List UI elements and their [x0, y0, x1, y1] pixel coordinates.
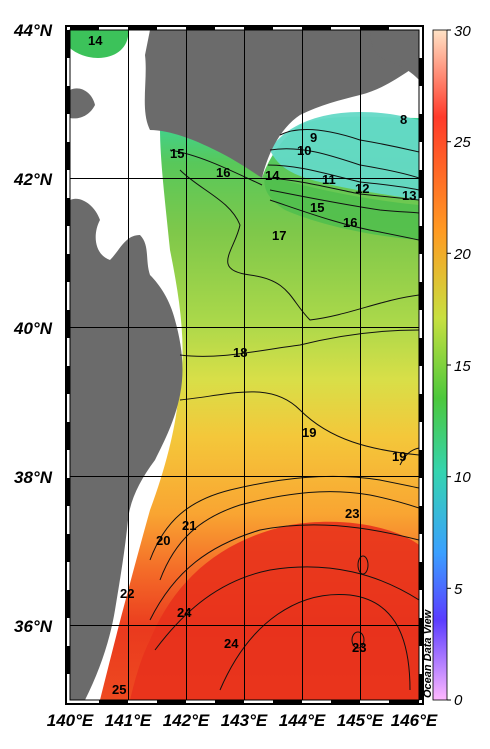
lat-label-40n: 40°N — [13, 319, 53, 338]
longitude-labels: 140°E 141°E 142°E 143°E 144°E 145°E 146°… — [47, 711, 438, 730]
latitude-labels: 44°N 42°N 40°N 38°N 36°N — [13, 21, 53, 636]
contour-label: 14 — [265, 168, 280, 183]
lat-label-36n: 36°N — [14, 617, 53, 636]
contour-label: 23 — [352, 640, 366, 655]
contour-label: 8 — [400, 112, 407, 127]
contour-label: 12 — [355, 181, 369, 196]
colorbar-tick-label: 5 — [454, 581, 463, 598]
kuril-landmass — [370, 30, 419, 80]
colorbar-tick-label: 15 — [454, 358, 471, 375]
contour-label: 21 — [182, 518, 196, 533]
nw-green-patch — [70, 30, 129, 58]
lon-label-142e: 142°E — [163, 711, 210, 730]
contour-label: 24 — [177, 605, 192, 620]
land — [70, 30, 419, 700]
hokkaido-landmass — [144, 30, 410, 178]
contour-label: 20 — [156, 533, 170, 548]
contour-label: 18 — [233, 345, 247, 360]
honshu-landmass — [70, 198, 183, 700]
contour-label: 19 — [392, 449, 406, 464]
contour-label: 13 — [402, 188, 416, 203]
lon-label-140e: 140°E — [47, 711, 94, 730]
contour-label-group: 14 15 16 14 9 10 11 12 13 8 15 16 17 18 … — [88, 33, 416, 697]
ocean-data-view-watermark: Ocean Data View — [422, 608, 434, 698]
lon-label-146e: 146°E — [391, 711, 438, 730]
contour-label: 23 — [345, 506, 359, 521]
contour-label: 16 — [343, 215, 357, 230]
contour-label: 22 — [120, 586, 134, 601]
contour-label: 24 — [224, 636, 239, 651]
lon-label-143e: 143°E — [221, 711, 268, 730]
lon-label-144e: 144°E — [279, 711, 326, 730]
contour-label: 14 — [88, 33, 103, 48]
contour-label: 9 — [310, 130, 317, 145]
colorbar: 30 25 20 15 10 5 0 Ocean Data View — [422, 23, 471, 709]
contour-label: 19 — [302, 425, 316, 440]
green-water-band — [264, 175, 419, 240]
contour-label: 16 — [216, 165, 230, 180]
lat-label-44n: 44°N — [13, 21, 53, 40]
lat-label-38n: 38°N — [14, 468, 53, 487]
contour-label: 17 — [272, 228, 286, 243]
contour-label: 25 — [112, 682, 126, 697]
lat-label-42n: 42°N — [13, 170, 53, 189]
warm-core — [130, 521, 419, 700]
contour-label: 15 — [170, 146, 184, 161]
colorbar-tick-label: 30 — [454, 23, 471, 40]
contour-lines — [149, 129, 419, 691]
north-west-island — [70, 88, 95, 119]
contour-label: 10 — [297, 143, 311, 158]
contour-label: 11 — [322, 172, 336, 187]
lon-label-145e: 145°E — [337, 711, 384, 730]
graticule — [70, 30, 419, 700]
colorbar-tick-label: 0 — [454, 692, 463, 709]
map-frame — [65, 25, 424, 705]
colorbar-tick-label: 25 — [453, 134, 471, 151]
colorbar-tick-label: 10 — [454, 469, 471, 486]
lon-label-141e: 141°E — [105, 711, 152, 730]
colorbar-scale — [432, 29, 448, 701]
contour-label: 15 — [310, 200, 324, 215]
colorbar-tick-label: 20 — [453, 246, 471, 263]
